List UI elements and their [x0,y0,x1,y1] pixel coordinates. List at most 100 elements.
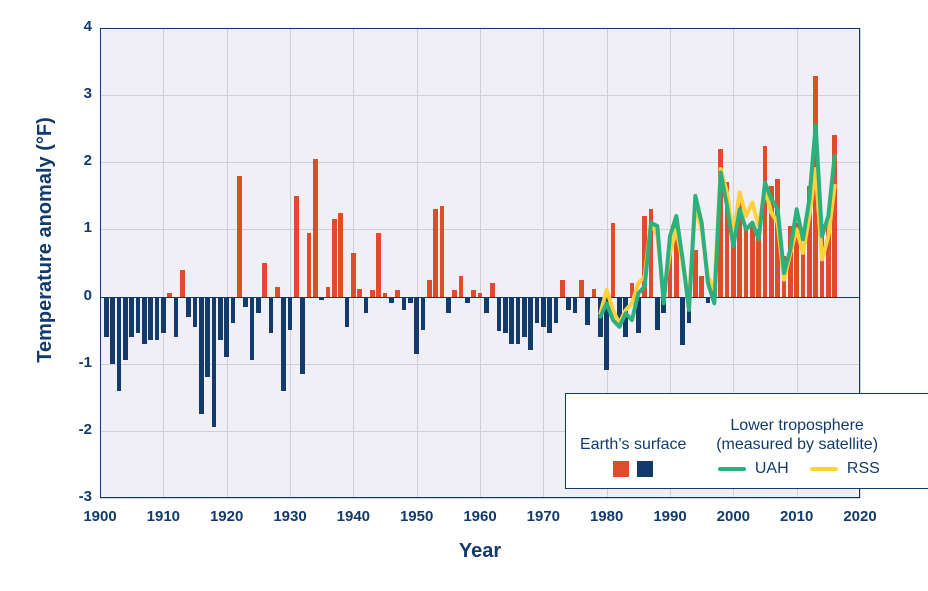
bar [376,233,381,297]
grid-vline [290,28,291,498]
bar [231,297,236,324]
x-tick-label: 1910 [143,508,183,525]
bar [186,297,191,317]
bar [427,280,432,297]
bar [237,176,242,297]
bar [452,290,457,297]
bar [465,297,470,304]
bar [756,229,761,296]
x-tick-label: 1960 [460,508,500,525]
x-tick-label: 2020 [840,508,880,525]
grid-hline [100,498,860,499]
bar [129,297,134,337]
bar [611,223,616,297]
bar [269,297,274,334]
y-tick-label: -2 [64,421,92,438]
bar [794,223,799,297]
bar [440,206,445,297]
legend-surface-col: Earth’s surface [566,394,700,488]
bar [832,135,837,296]
bar [281,297,286,391]
bar [725,182,730,296]
bar [262,263,267,297]
bar [636,297,641,334]
bar [167,293,172,296]
bar [338,213,343,297]
x-tick-label: 2010 [777,508,817,525]
bar [566,297,571,310]
legend-tropo-title-1: Lower troposphere [730,417,863,434]
bar [668,243,673,297]
legend: Earth’s surface Lower troposphere (measu… [565,393,928,489]
legend-line-items: UAH RSS [714,460,879,478]
bar [661,297,666,314]
x-axis-label: Year [380,540,580,563]
bar [459,276,464,296]
x-tick-label: 1990 [650,508,690,525]
bar [509,297,514,344]
bar [174,297,179,337]
bar [655,297,660,331]
legend-tropo-col: Lower troposphere (measured by satellite… [700,394,893,488]
bar [319,297,324,300]
bar [573,297,578,314]
bar [307,233,312,297]
bar [674,223,679,297]
bar [110,297,115,364]
bar [243,297,248,307]
bar [680,297,685,345]
bar [547,297,552,334]
bar [503,297,508,334]
bar [345,297,350,327]
bar [326,287,331,297]
legend-rss-label: RSS [847,460,880,477]
bar [408,297,413,304]
legend-line-rss [810,467,838,471]
bar [585,297,590,325]
bar [630,283,635,296]
grid-vline [163,28,164,498]
bar [516,297,521,344]
bar [813,76,818,296]
bar [117,297,122,391]
bar [212,297,217,428]
x-tick-label: 1900 [80,508,120,525]
grid-vline [417,28,418,498]
grid-hline [100,95,860,96]
bar [421,297,426,331]
bar [484,297,489,314]
bar [256,297,261,314]
bar [148,297,153,341]
x-tick-label: 1980 [587,508,627,525]
bar [250,297,255,361]
bar [782,256,787,296]
bar [737,203,742,297]
legend-swatch-positive [613,461,629,477]
bar [395,290,400,297]
legend-swatch-negative [637,461,653,477]
bar [136,297,141,334]
x-tick-label: 1920 [207,508,247,525]
grid-vline [543,28,544,498]
bar [807,186,812,297]
bar [535,297,540,324]
bar [769,186,774,297]
bar [446,297,451,314]
bar [402,297,407,310]
bar [699,276,704,296]
legend-uah-label: UAH [755,460,789,477]
y-tick-label: 0 [64,287,92,304]
legend-surface-title: Earth’s surface [580,436,686,454]
bar [541,297,546,327]
x-tick-label: 2000 [713,508,753,525]
bar [193,297,198,327]
bar [642,216,647,297]
grid-vline [480,28,481,498]
bar [364,297,369,314]
bar [199,297,204,415]
bar [788,226,793,297]
bar [478,293,483,296]
bar [370,290,375,297]
bar [775,179,780,297]
bar [123,297,128,361]
